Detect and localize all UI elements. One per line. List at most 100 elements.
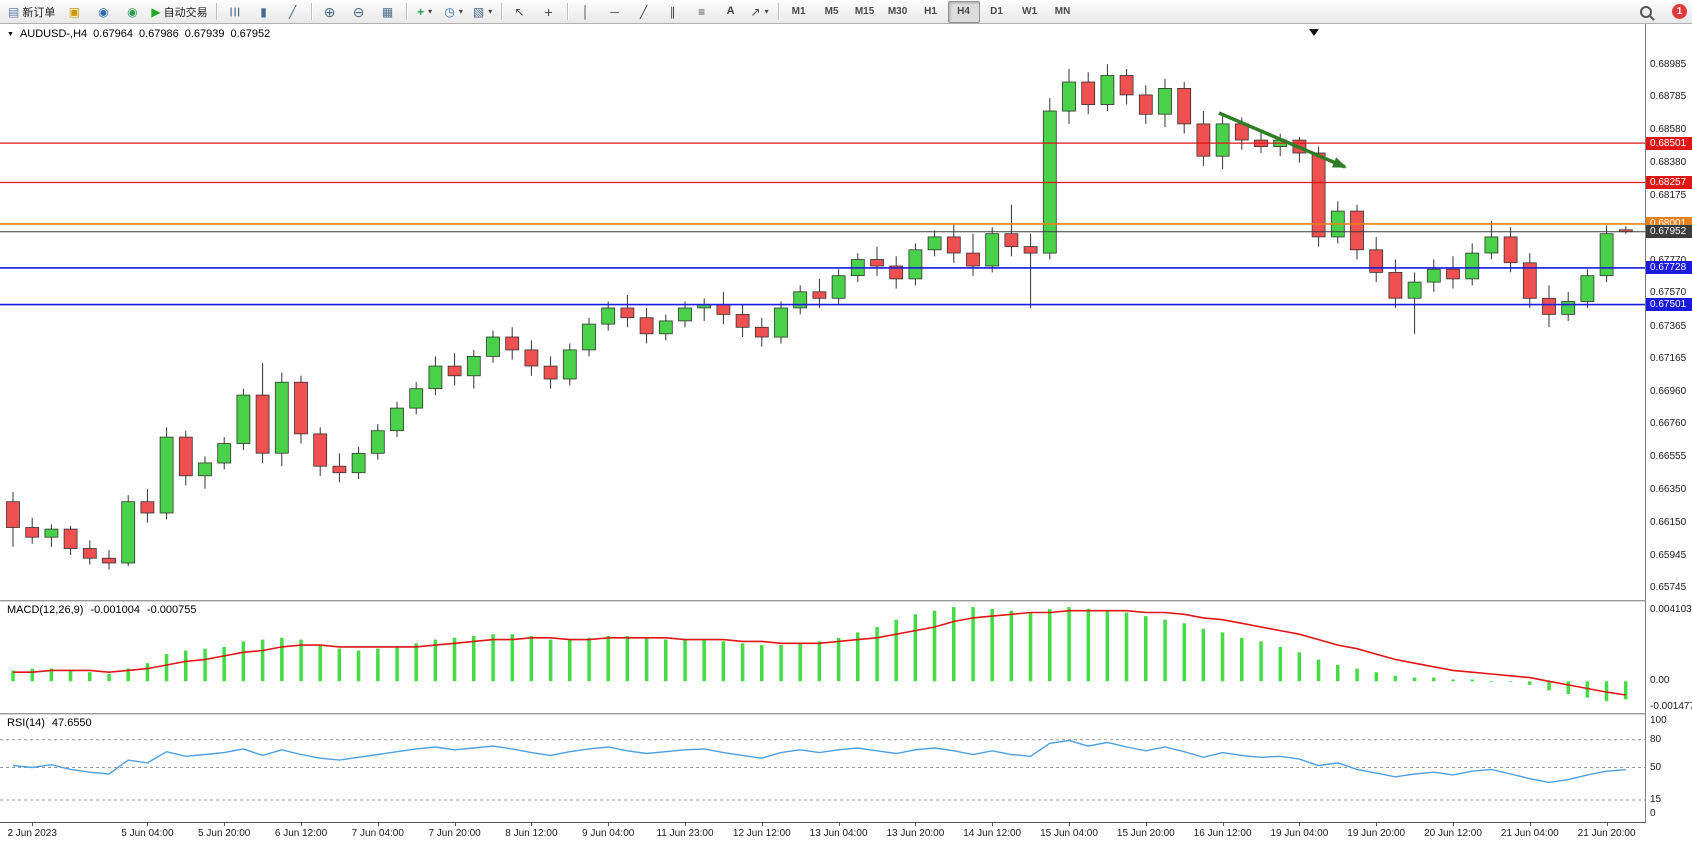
dropdown-arrow-icon: ▾ [488, 7, 493, 16]
macd-histogram-bar [337, 648, 342, 682]
time-axis-label: 12 Jun 12:00 [732, 828, 791, 839]
timeframe-m5-button[interactable]: M5 [824, 6, 839, 17]
scale-label: 100 [1650, 715, 1667, 726]
macd-histogram-bar [1566, 681, 1570, 694]
macd-histogram-bar [395, 646, 399, 682]
scale-label: 0.68785 [1650, 91, 1687, 103]
rsi-label: RSI(14) 47.6550 [7, 717, 92, 729]
price-line-label: 0.67728 [1646, 261, 1692, 275]
price-scale[interactable]: 0.68985 0.68785 0.68580 0.68380 0.68175 0.679… [1645, 24, 1692, 823]
scale-label: 0.67570 [1650, 287, 1687, 299]
panel-divider[interactable] [0, 600, 1692, 602]
toolbar: ▤ 新订单 ▣ ◉ ◉ ▶ 自动交易 ☰ ▮ ╱ ⊕ ⊖ ▦ + ▾ ◷ ▾ ▧ ▾ … [0, 0, 1692, 24]
candle-body [351, 452, 366, 474]
channel-button[interactable]: ∥ [659, 1, 687, 23]
timeframe-w1-button[interactable]: W1 [1022, 6, 1038, 17]
scale-label: 80 [1650, 733, 1662, 745]
fibonacci-button[interactable]: ≡ [688, 1, 716, 23]
candle-body [198, 462, 212, 477]
candle-body [889, 265, 904, 280]
price-chart[interactable] [0, 24, 1645, 600]
clock-icon: ◷ [444, 4, 455, 19]
dropdown-arrow-icon: ▾ [764, 7, 769, 16]
time-axis-label: 8 Jun 12:00 [505, 828, 558, 839]
rsi-panel[interactable] [0, 715, 1645, 822]
rsi-name: RSI(14) [7, 717, 45, 729]
bar-chart-icon: ☰ [227, 6, 242, 17]
candle-body [1100, 75, 1115, 106]
time-axis-tick [1606, 823, 1608, 826]
timeframe-mn-button[interactable]: MN [1054, 6, 1071, 17]
cursor-icon: ↖ [514, 4, 525, 19]
macd-histogram-bar [606, 636, 610, 682]
timeframe-m15-button[interactable]: M15 [854, 6, 875, 17]
vertical-line-button[interactable]: │ [572, 1, 600, 23]
profile-button[interactable]: ◉ [89, 1, 117, 23]
macd-histogram-bar [433, 639, 438, 682]
candle-body [332, 465, 347, 474]
new-order-button[interactable]: ▤ 新订单 [4, 1, 59, 23]
candle-body [716, 304, 731, 315]
candle-body [831, 275, 846, 299]
macd-signal-line [13, 609, 1626, 696]
crosshair-button[interactable]: + [535, 1, 563, 23]
macd-signal-value: -0.000755 [146, 604, 197, 616]
zoom-in-button[interactable]: ⊕ [316, 1, 344, 23]
auto-trading-button[interactable]: ▶ 自动交易 [147, 1, 211, 23]
community-button[interactable]: ◉ [118, 1, 146, 23]
indicators-button[interactable]: + ▾ [411, 1, 439, 23]
timeframe-m1-button[interactable]: M1 [791, 6, 806, 17]
collapse-triangle-icon[interactable]: ▼ [7, 30, 14, 38]
zoom-in-icon: ⊕ [323, 3, 336, 20]
candle-body [985, 233, 1000, 267]
macd-histogram-bar [1432, 677, 1436, 682]
macd-histogram-bar [568, 639, 572, 682]
timeframe-h4-button[interactable]: H4 [947, 0, 980, 23]
candle-body [1138, 94, 1153, 115]
notification-badge[interactable]: 1 [1672, 4, 1687, 19]
macd-histogram-bar [414, 643, 418, 682]
cursor-button[interactable]: ↖ [506, 1, 534, 23]
scale-label: 0.66150 [1650, 516, 1687, 528]
time-axis[interactable]: 2 Jun 2023 5 Jun 04:00 5 Jun 20:00 6 Jun 12… [0, 823, 1692, 844]
panel-divider[interactable] [0, 713, 1692, 715]
zoom-out-button[interactable]: ⊖ [345, 1, 373, 23]
search-button[interactable] [1632, 1, 1660, 23]
wizard-button[interactable]: ▣ [60, 1, 88, 23]
macd-histogram-bar [1624, 681, 1628, 700]
candle-body [428, 365, 443, 390]
timeframe-m30-button[interactable]: M30 [887, 6, 908, 17]
macd-histogram-bar [1508, 681, 1513, 683]
time-axis-tick [1145, 823, 1147, 826]
text-tool-button[interactable]: A [717, 1, 745, 23]
macd-histogram-bar [318, 645, 322, 682]
time-axis-tick [454, 823, 456, 826]
macd-histogram-bar [1182, 623, 1186, 682]
time-axis-label: 6 Jun 12:00 [274, 828, 328, 839]
candlestick-icon: ▮ [260, 4, 267, 19]
candle-body [1215, 123, 1230, 157]
timeframe-h1-button[interactable]: H1 [924, 6, 937, 17]
candle-body [159, 436, 174, 514]
macd-histogram-bar [1585, 681, 1590, 698]
arrows-tool-button[interactable]: ↗ ▾ [746, 1, 774, 23]
tile-windows-button[interactable]: ▦ [374, 1, 402, 23]
candle-body [274, 381, 289, 454]
periods-button[interactable]: ◷ ▾ [440, 1, 468, 23]
horizontal-line-button[interactable]: ─ [601, 1, 629, 23]
macd-histogram-bar [1259, 641, 1263, 682]
macd-panel[interactable] [0, 602, 1645, 713]
price-line-label: 0.68257 [1646, 176, 1692, 190]
macd-histogram-bar [107, 674, 111, 682]
scale-label: 0 [1650, 808, 1656, 819]
candlestick-button[interactable]: ▮ [250, 1, 278, 23]
time-axis-label: 5 Jun 20:00 [198, 828, 251, 839]
macd-histogram-bar [836, 637, 841, 682]
line-chart-button[interactable]: ╱ [279, 1, 307, 23]
timeframe-d1-button[interactable]: D1 [990, 6, 1003, 17]
candle-body [1388, 271, 1403, 299]
trendline-button[interactable]: ╱ [630, 1, 658, 23]
templates-button[interactable]: ▧ ▾ [469, 1, 497, 23]
bar-chart-button[interactable]: ☰ [221, 1, 249, 23]
symbol-period-label: AUDUSD-,H4 [19, 28, 88, 40]
